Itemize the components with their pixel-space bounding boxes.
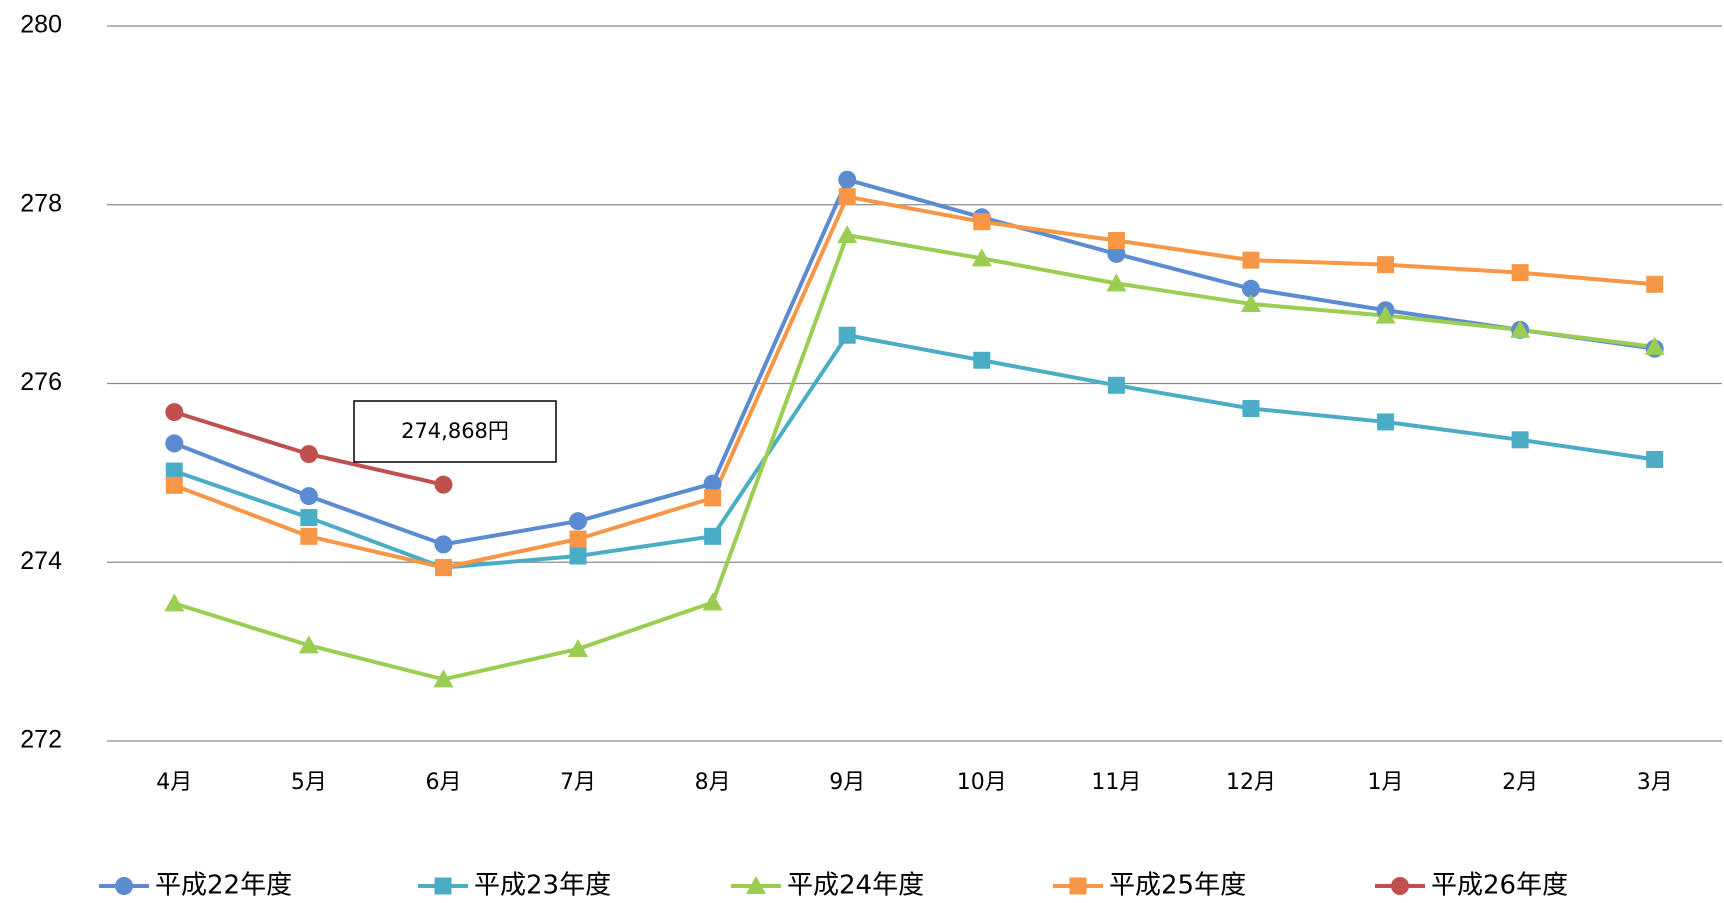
marker: [298, 635, 319, 654]
series-line: [173, 177, 1655, 547]
marker: [434, 475, 453, 494]
marker: [1107, 232, 1125, 249]
y-tick-label: 272: [20, 726, 62, 754]
marker: [569, 512, 588, 531]
marker: [704, 489, 722, 507]
x-tick-label: 4月: [156, 770, 192, 795]
y-tick-label: 276: [20, 368, 62, 396]
marker: [165, 462, 183, 480]
series-line: [173, 233, 1655, 682]
annotation-box: 274,868円: [353, 400, 557, 463]
marker: [165, 403, 184, 422]
marker: [1375, 305, 1396, 324]
marker: [1107, 244, 1126, 263]
legend-item: 平成23年度: [418, 871, 611, 901]
marker: [1644, 336, 1665, 355]
x-tick-label: 8月: [695, 770, 731, 795]
marker: [569, 530, 587, 548]
y-tick-label: 280: [20, 11, 62, 39]
x-tick-label: 12月: [1226, 770, 1276, 795]
series-line: [173, 333, 1655, 570]
marker: [1242, 251, 1260, 269]
legend-marker: [1069, 877, 1087, 895]
marker: [837, 225, 858, 244]
marker: [1107, 376, 1125, 394]
marker: [1377, 256, 1395, 274]
marker: [165, 434, 184, 453]
legend-marker: [1391, 877, 1409, 895]
legend-label: 平成25年度: [1109, 871, 1246, 901]
marker: [300, 527, 318, 545]
marker: [838, 188, 856, 206]
legend-item: 平成22年度: [99, 871, 292, 901]
annotation-frame: [353, 400, 557, 463]
x-tick-label: 5月: [291, 770, 327, 795]
x-tick-label: 7月: [560, 770, 596, 795]
y-tick-label: 274: [20, 547, 62, 575]
x-tick-label: 6月: [425, 770, 461, 795]
marker: [973, 213, 991, 231]
marker: [838, 170, 857, 189]
legend-label: 平成22年度: [155, 871, 292, 901]
marker: [1242, 400, 1260, 418]
legend-marker: [746, 876, 766, 894]
x-tick-label: 3月: [1637, 770, 1673, 795]
marker: [1646, 275, 1664, 293]
marker: [164, 593, 185, 612]
marker: [973, 351, 991, 369]
marker: [299, 487, 318, 506]
marker: [971, 248, 992, 267]
legend-marker: [434, 877, 452, 895]
x-tick-label: 9月: [829, 770, 865, 795]
marker: [434, 559, 452, 577]
y-tick-label: 278: [20, 189, 62, 217]
legend-item: 平成25年度: [1053, 871, 1246, 901]
marker: [1510, 319, 1531, 338]
annotation: 274,868円: [401, 419, 509, 443]
legend-item: 平成24年度: [731, 871, 924, 901]
x-tick-label: 10月: [957, 770, 1007, 795]
marker: [433, 669, 454, 688]
marker: [568, 638, 589, 657]
marker: [569, 547, 587, 565]
marker: [299, 445, 318, 464]
legend-label: 平成24年度: [787, 871, 924, 901]
x-tick-label: 2月: [1502, 770, 1538, 795]
series-line: [173, 194, 1655, 570]
marker: [1106, 273, 1127, 292]
marker: [1511, 264, 1529, 282]
marker: [702, 592, 723, 611]
marker: [300, 509, 318, 527]
x-tick-label: 11月: [1091, 770, 1141, 795]
marker: [1241, 279, 1260, 298]
legend-label: 平成26年度: [1431, 871, 1568, 901]
marker: [1511, 431, 1529, 449]
legend-label: 平成23年度: [474, 871, 611, 901]
marker: [703, 474, 722, 493]
marker: [165, 476, 183, 494]
x-tick-label: 1月: [1368, 770, 1404, 795]
marker: [1240, 293, 1261, 312]
marker: [704, 527, 722, 545]
marker: [1646, 450, 1664, 468]
marker: [838, 326, 856, 344]
marker: [434, 535, 453, 554]
marker: [1377, 413, 1395, 431]
legend-marker: [115, 877, 133, 895]
legend-item: 平成26年度: [1375, 871, 1568, 901]
